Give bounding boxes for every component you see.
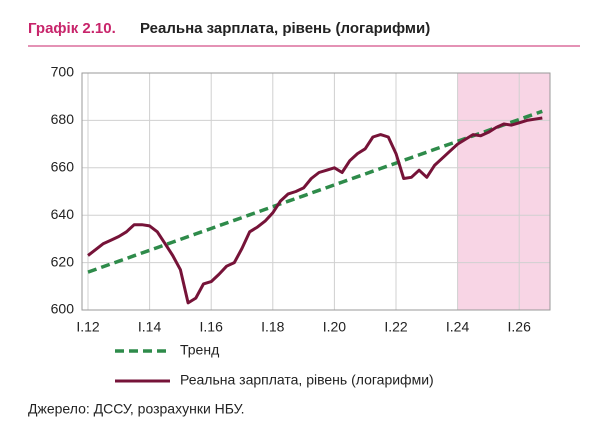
y-tick-label: 660	[51, 159, 75, 175]
x-tick-label: I.26	[508, 319, 532, 335]
chart-number: Графік 2.10.	[28, 20, 116, 37]
source: Джерело: ДССУ, розрахунки НБУ.	[28, 401, 245, 417]
x-tick-label: I.14	[138, 319, 162, 335]
series-line	[87, 109, 543, 274]
x-tick-label: I.16	[200, 319, 224, 335]
x-tick-label: I.24	[446, 319, 470, 335]
series-line	[87, 116, 543, 305]
y-tick-label: 640	[51, 206, 75, 222]
x-tick-label: I.12	[76, 319, 100, 335]
y-tick-label: 680	[51, 111, 75, 127]
forecast-shade	[457, 73, 550, 310]
plot-frame	[81, 72, 551, 311]
legend-label: Тренд	[180, 342, 219, 358]
legend-label: Реальна зарплата, рівень (логарифми)	[180, 372, 434, 388]
y-tick-label: 620	[51, 253, 75, 269]
x-tick-label: I.22	[384, 319, 408, 335]
x-tick-label: I.20	[323, 319, 347, 335]
y-tick-label: 700	[51, 64, 75, 80]
y-tick-label: 600	[51, 301, 75, 317]
chart-title: Реальна зарплата, рівень (логарифми)	[140, 20, 430, 37]
x-tick-label: I.18	[261, 319, 285, 335]
